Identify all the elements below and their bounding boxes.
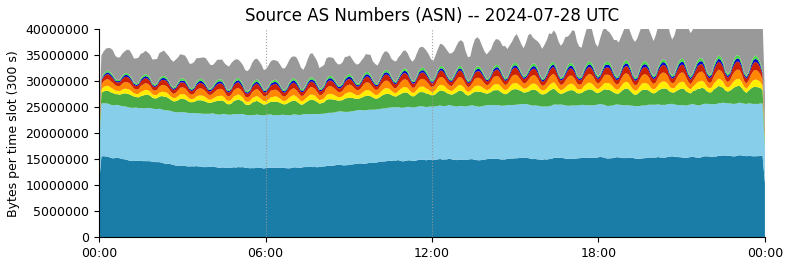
Y-axis label: Bytes per time slot (300 s): Bytes per time slot (300 s) [7, 50, 20, 217]
Title: Source AS Numbers (ASN) -- 2024-07-28 UTC: Source AS Numbers (ASN) -- 2024-07-28 UT… [245, 7, 619, 25]
